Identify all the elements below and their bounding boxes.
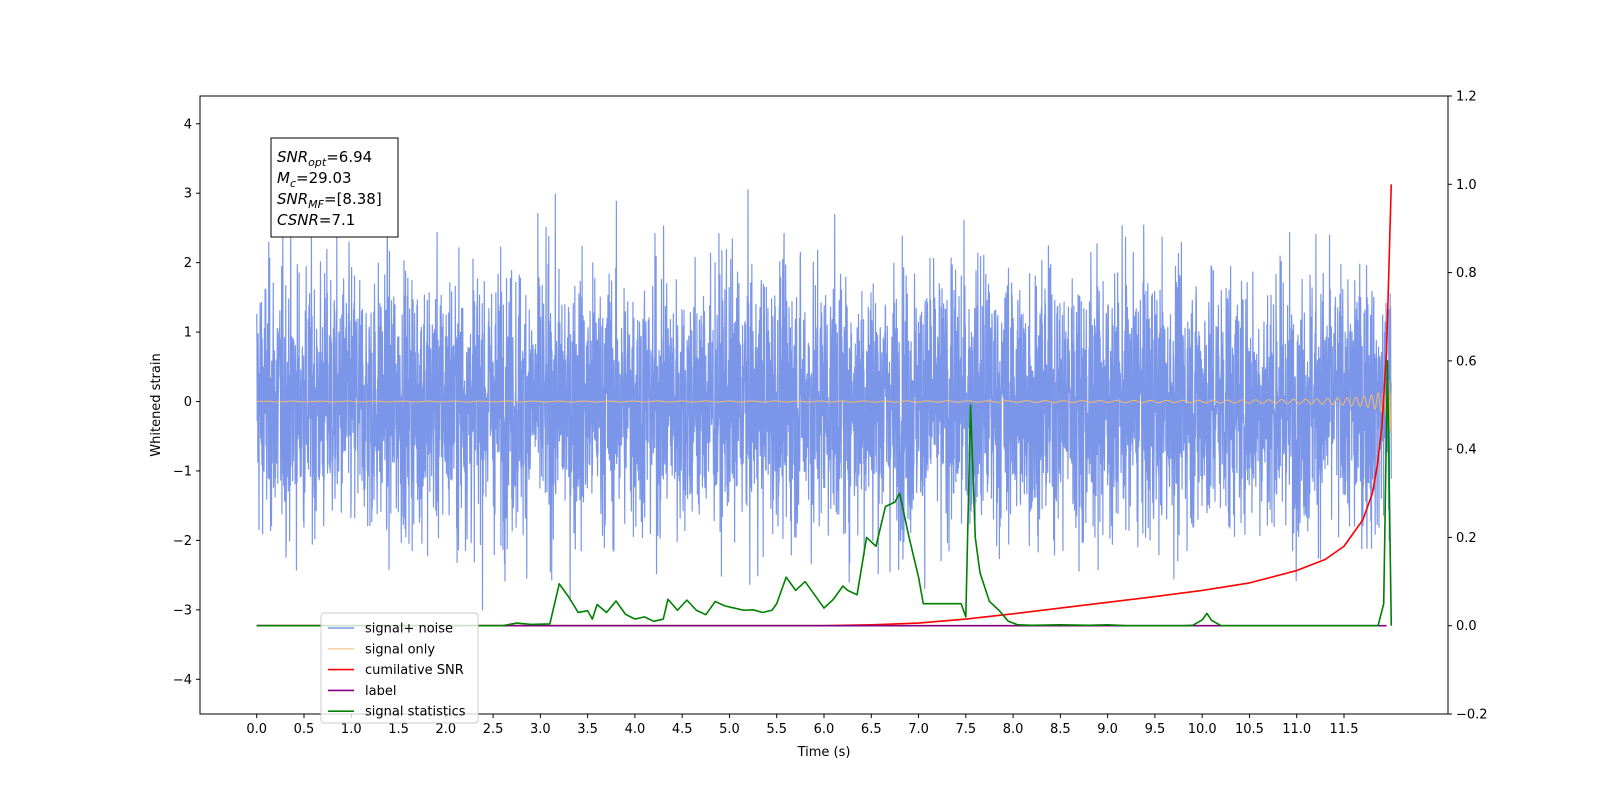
x-tick-label: 9.0: [1097, 722, 1118, 737]
y-tick-label: 1: [184, 326, 192, 341]
y-axis-left: −4 −3 −2 −1 0 1 2 3 4: [173, 117, 200, 688]
series-line-signal-statistics: [256, 360, 1393, 627]
x-tick-label: 5.0: [719, 722, 740, 737]
x-tick-label: 6.0: [814, 722, 835, 737]
y2-tick-label: 1.0: [1456, 178, 1477, 193]
y2-tick-label: 0.4: [1456, 443, 1477, 458]
x-axis-label: Time (s): [797, 745, 851, 760]
annotation-subscript: opt: [308, 156, 327, 169]
legend-frame: [320, 612, 479, 724]
annotation-line: CSNR=7.1: [277, 211, 355, 229]
x-tick-label: 11.5: [1330, 722, 1359, 737]
y-axis-right: −0.2 0.0 0.2 0.4 0.6 0.8 1.0 1.2: [1448, 90, 1488, 723]
x-tick-label: 5.5: [766, 722, 787, 737]
x-tick-label: 8.0: [1003, 722, 1024, 737]
legend-label: cumilative SNR: [365, 663, 464, 678]
annotation-line: Mc=29.03: [277, 169, 352, 190]
x-tick-label: 3.0: [530, 722, 551, 737]
y-axis-label: Whitened strain: [149, 353, 164, 456]
x-tick-label: 11.0: [1282, 722, 1311, 737]
x-tick-label: 4.0: [625, 722, 646, 737]
y2-tick-label: 1.2: [1456, 90, 1477, 105]
x-tick-label: 10.0: [1188, 722, 1217, 737]
series-line-cumilative-snr: [256, 184, 1393, 627]
annotation-line: SNRopt=6.94: [277, 148, 372, 169]
x-tick-label: 7.0: [908, 722, 929, 737]
series-line-signal-only: [256, 380, 1392, 434]
annotation-symbol: SNR: [277, 148, 308, 166]
y-tick-label: 0: [184, 395, 192, 410]
legend-label: signal+ noise: [365, 622, 453, 637]
y2-tick-label: 0.0: [1456, 619, 1477, 634]
series-line-signal-noise: [256, 189, 1392, 611]
y-tick-label: −3: [173, 603, 192, 618]
x-tick-label: 1.5: [388, 722, 409, 737]
y2-tick-label: 0.8: [1456, 266, 1477, 281]
legend-label: signal statistics: [365, 705, 466, 720]
x-axis: 0.0 0.5 1.0 1.5 2.0 2.5 3.0 3.5 4.0 4.5 5.0 5.5 6.0 6…: [246, 714, 1358, 737]
x-tick-label: 2.5: [483, 722, 504, 737]
legend-label: label: [365, 684, 396, 699]
annotation-symbol: CSNR: [277, 211, 319, 229]
x-tick-label: 8.5: [1050, 722, 1071, 737]
annotation-value: =7.1: [319, 211, 355, 229]
annotation-symbol: SNR: [277, 190, 308, 208]
x-tick-label: 9.5: [1145, 722, 1166, 737]
annotation-value: =[8.38]: [324, 190, 382, 208]
annotation-subscript: c: [290, 177, 296, 190]
annotation-frame: [270, 137, 399, 238]
y-tick-label: 4: [184, 117, 192, 132]
y-tick-label: −4: [173, 673, 192, 688]
x-tick-label: 7.5: [955, 722, 976, 737]
annotation-value: =6.94: [326, 148, 372, 166]
y2-tick-label: 0.2: [1456, 531, 1477, 546]
y-tick-label: −1: [173, 464, 192, 479]
y-tick-label: 3: [184, 187, 192, 202]
x-tick-label: 4.5: [672, 722, 693, 737]
x-tick-label: 1.0: [341, 722, 362, 737]
annotation-subscript: MF: [308, 198, 324, 211]
x-tick-label: 3.5: [577, 722, 598, 737]
legend-label: signal only: [365, 642, 435, 657]
y2-tick-label: −0.2: [1456, 708, 1488, 723]
x-tick-label: 2.0: [435, 722, 456, 737]
annotation-symbol: M: [277, 169, 290, 187]
legend: signal+ noise signal only cumilative SNR la…: [320, 612, 479, 724]
x-tick-label: 10.5: [1235, 722, 1264, 737]
y-tick-label: −2: [173, 534, 192, 549]
x-tick-label: 6.5: [861, 722, 882, 737]
annotation-line: SNRMF=[8.38]: [277, 190, 382, 211]
annotation-value: =29.03: [296, 169, 352, 187]
y2-tick-label: 0.6: [1456, 354, 1477, 369]
x-tick-label: 0.0: [246, 722, 267, 737]
x-tick-label: 0.5: [294, 722, 315, 737]
y-tick-label: 2: [184, 256, 192, 271]
